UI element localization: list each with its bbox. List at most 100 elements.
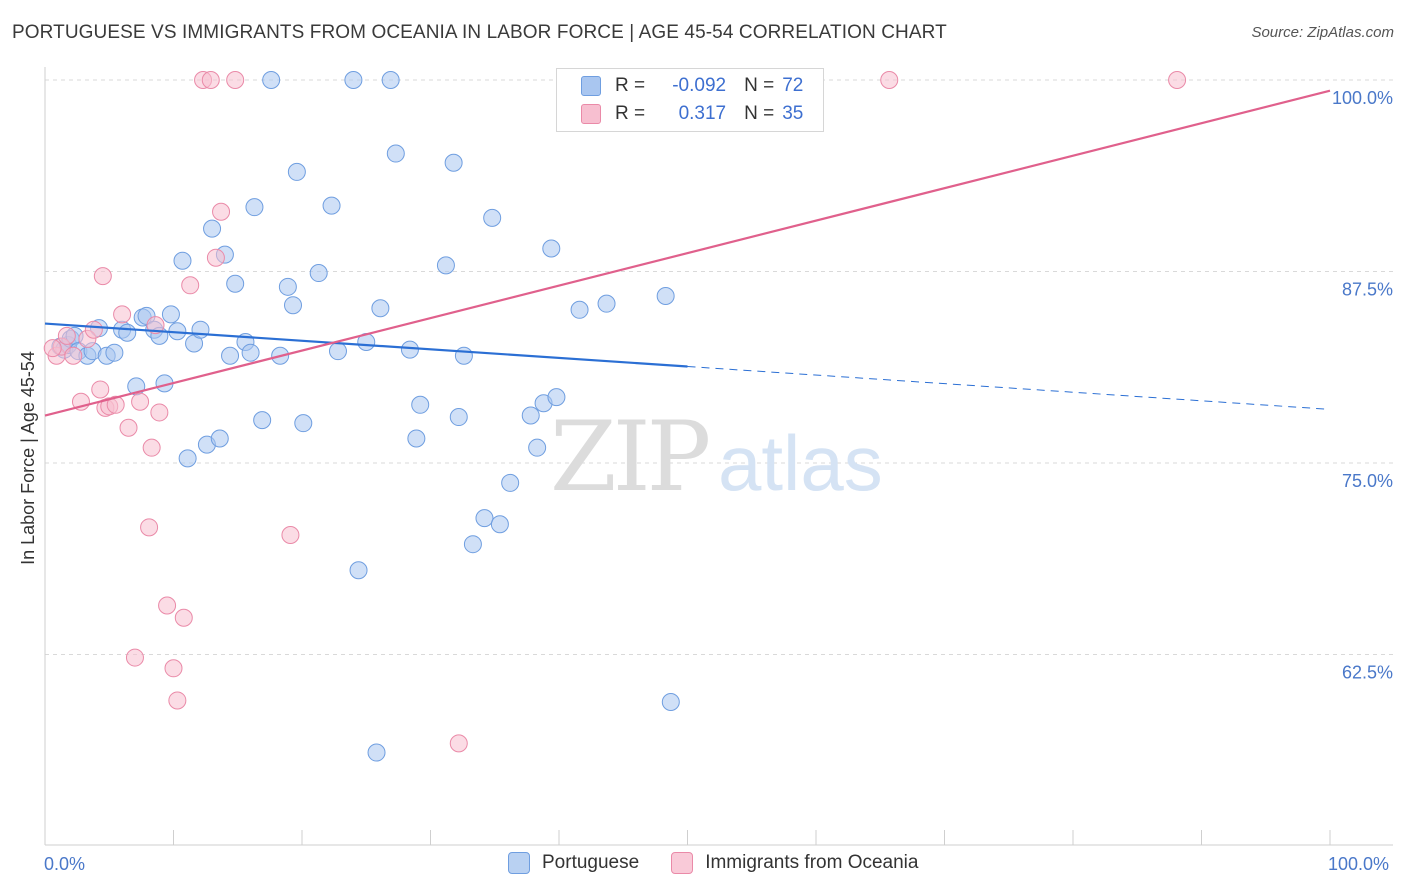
portuguese-point (253, 411, 272, 430)
x-tick-right: 100.0% (1328, 854, 1389, 874)
data-points (43, 71, 1187, 762)
y-axis-label: In Labor Force | Age 45-54 (18, 351, 38, 565)
oceania-point (226, 71, 245, 89)
portuguese-point (521, 406, 540, 425)
oceania-point (43, 339, 62, 358)
oceania-point (150, 403, 169, 422)
oceania-point (125, 648, 144, 667)
oceania-point (880, 71, 899, 89)
oceania-point (64, 346, 83, 365)
oceania-point (119, 418, 138, 437)
oceania-point (206, 248, 225, 267)
portuguese-point (161, 305, 180, 324)
portuguese-point (178, 449, 197, 468)
oceania-point (57, 326, 76, 345)
portuguese-point (105, 343, 124, 362)
portuguese-point (483, 208, 502, 227)
y-tick-label: 100.0% (1332, 88, 1393, 108)
portuguese-point (203, 219, 222, 238)
legend-r-label: R = (615, 75, 646, 96)
y-tick-labels: 62.5% 75.0% 87.5% 100.0% (1332, 88, 1393, 683)
portuguese-point (349, 561, 368, 580)
stats-legend: R = -0.092 N = 72 R = 0.317 N = 35 (556, 68, 824, 132)
oceania-point (142, 438, 161, 457)
portuguese-point (454, 346, 473, 365)
portuguese-point (245, 198, 264, 217)
portuguese-point (570, 300, 589, 319)
portuguese-point (542, 239, 561, 258)
oceania-point (113, 305, 132, 324)
portuguese-point (436, 256, 455, 275)
portuguese-point (371, 299, 390, 318)
oceania-point (212, 202, 231, 221)
oceania-point (158, 596, 177, 615)
portuguese-point (284, 296, 303, 315)
bottom-legend-label-portuguese: Portuguese (542, 852, 640, 873)
portuguese-point (328, 342, 347, 361)
y-tick-label: 62.5% (1342, 663, 1393, 683)
legend-r-value: -0.092 (672, 75, 727, 96)
portuguese-point (411, 395, 430, 414)
legend-n-label: N = (744, 75, 775, 96)
legend-row-portuguese: R = -0.092 N = 72 (581, 72, 803, 100)
bottom-legend-swatch-portuguese (508, 852, 530, 874)
portuguese-point (226, 274, 245, 293)
bottom-legend-swatch-oceania (671, 852, 694, 874)
portuguese-point (191, 320, 210, 339)
portuguese-point (661, 692, 680, 711)
bottom-legend-item-portuguese: Portuguese (508, 852, 639, 874)
oceania-point (146, 316, 165, 335)
portuguese-point (309, 264, 328, 283)
portuguese-point (475, 509, 494, 528)
oceania-trend-line (44, 89, 1331, 417)
oceania-point (174, 608, 193, 627)
legend-n-value: 35 (782, 103, 804, 124)
bottom-legend: Portuguese Immigrants from Oceania (508, 852, 950, 874)
oceania-point (181, 276, 200, 295)
portuguese-point (449, 408, 468, 427)
y-tick-label: 75.0% (1342, 471, 1393, 491)
portuguese-point (463, 535, 482, 554)
legend-r-label: R = (615, 103, 646, 124)
watermark-atlas: atlas (718, 419, 883, 507)
bottom-legend-item-oceania: Immigrants from Oceania (671, 852, 918, 874)
oceania-point (449, 734, 468, 753)
portuguese-point (381, 71, 400, 89)
portuguese-point (444, 153, 463, 172)
portuguese-point (118, 323, 137, 342)
portuguese-point (547, 388, 566, 407)
legend-r-value: 0.317 (678, 103, 727, 124)
portuguese-point (367, 743, 386, 762)
portuguese-trend-extension (687, 365, 1331, 410)
portuguese-point (344, 71, 363, 89)
oceania-point (1168, 71, 1187, 89)
portuguese-point (400, 340, 419, 359)
chart-source: Source: ZipAtlas.com (1251, 24, 1394, 41)
trend-lines (44, 89, 1331, 417)
oceania-point (84, 320, 103, 339)
portuguese-point (262, 71, 281, 89)
oceania-point (106, 395, 125, 414)
legend-row-oceania: R = 0.317 N = 35 (581, 100, 803, 128)
legend-n-label: N = (744, 103, 775, 124)
portuguese-point (294, 414, 313, 433)
portuguese-point (528, 438, 547, 457)
portuguese-point (221, 346, 240, 365)
legend-swatch-oceania (581, 104, 601, 124)
oceania-point (131, 392, 150, 411)
oceania-point (168, 691, 187, 710)
oceania-point (281, 526, 300, 545)
portuguese-point (173, 251, 192, 270)
portuguese-point (490, 515, 509, 534)
chart-title: PORTUGUESE VS IMMIGRANTS FROM OCEANIA IN… (12, 22, 947, 43)
portuguese-point (407, 429, 426, 448)
oceania-point (93, 267, 112, 286)
portuguese-trend-line (44, 322, 688, 368)
watermark-zip: ZIP (550, 401, 709, 513)
oceania-point (164, 659, 183, 678)
portuguese-point (597, 294, 616, 313)
oceania-point (91, 380, 110, 399)
y-tick-label: 87.5% (1342, 280, 1393, 300)
portuguese-point (210, 429, 229, 448)
legend-n-value: 72 (782, 75, 804, 96)
